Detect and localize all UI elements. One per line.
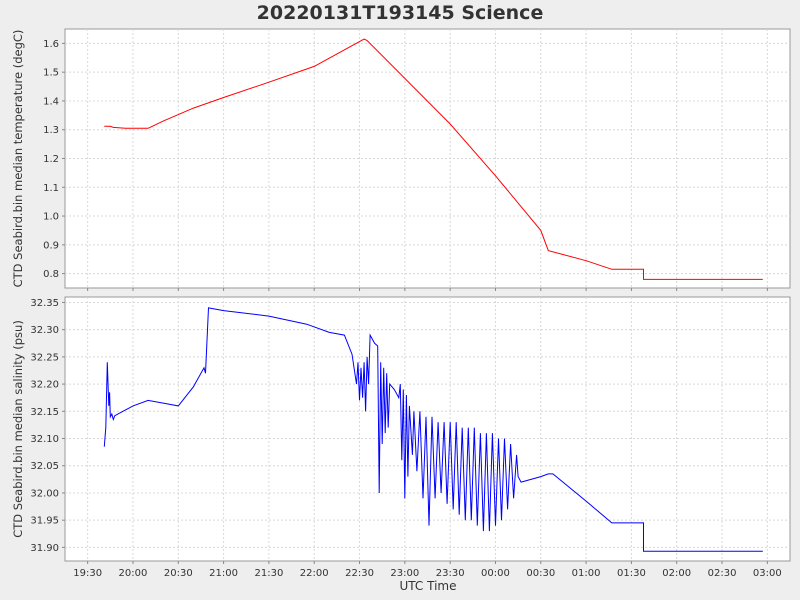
temperature-series-line <box>104 38 763 280</box>
x-tick-label: 02:30 <box>708 568 737 579</box>
temperature-panel: 0.8 0.9 1.0 1.1 1.2 1.3 1.4 1.5 1.6 CTD Seabird.b… <box>11 28 791 291</box>
y-tick-label: 31.90 <box>30 543 59 554</box>
y-tick-label: 32.15 <box>30 407 59 418</box>
y-tick-label: 32.00 <box>30 488 59 499</box>
y-tick-label: 32.25 <box>30 352 59 363</box>
x-tick-label: 02:00 <box>662 568 691 579</box>
x-tick-label: 01:30 <box>617 568 646 579</box>
y-tick-label: 1.2 <box>43 154 59 165</box>
x-tick-label: 22:30 <box>345 568 374 579</box>
y-tick-label: 32.20 <box>30 380 59 391</box>
salinity-panel: 19:30 20:00 20:30 21:00 21:30 22:00 22:30 23:00… <box>11 296 791 579</box>
y-axis-label: CTD Seabird.bin median temperature (degC… <box>11 30 25 288</box>
x-tick-label: 23:30 <box>436 568 465 579</box>
y-tick-label: 32.05 <box>30 461 59 472</box>
x-tick-label: 21:30 <box>254 568 283 579</box>
y-tick-label: 1.0 <box>43 212 59 223</box>
y-tick-label: 1.4 <box>43 96 59 107</box>
x-tick-label: 20:00 <box>119 568 148 579</box>
plot-area <box>64 296 791 562</box>
x-tick-label: 19:30 <box>73 568 102 579</box>
y-tick-label: 32.35 <box>30 298 59 309</box>
x-tick-label: 20:30 <box>164 568 193 579</box>
y-tick-label: 1.1 <box>43 183 59 194</box>
y-tick-label: 1.3 <box>43 125 59 136</box>
x-axis-label: UTC Time <box>400 579 457 593</box>
x-tick-label: 01:00 <box>572 568 601 579</box>
x-tick-label: 22:00 <box>300 568 329 579</box>
x-tick-label: 21:00 <box>209 568 238 579</box>
y-tick-label: 31.95 <box>30 516 59 527</box>
x-tick-label: 00:00 <box>481 568 510 579</box>
x-tick-label: 00:30 <box>526 568 555 579</box>
chart-title: 20220131T193145 Science <box>257 2 544 24</box>
y-tick-label: 1.5 <box>43 68 59 79</box>
y-tick-label: 32.10 <box>30 434 59 445</box>
y-axis-label: CTD Seabird.bin median salinity (psu) <box>11 320 25 538</box>
x-tick-label: 03:00 <box>753 568 782 579</box>
y-tick-label: 1.6 <box>43 39 59 50</box>
salinity-series-line <box>103 307 763 552</box>
y-tick-label: 0.9 <box>43 240 59 251</box>
x-tick-label: 23:00 <box>390 568 419 579</box>
y-tick-label: 32.30 <box>30 325 59 336</box>
y-tick-label: 0.8 <box>43 269 59 280</box>
